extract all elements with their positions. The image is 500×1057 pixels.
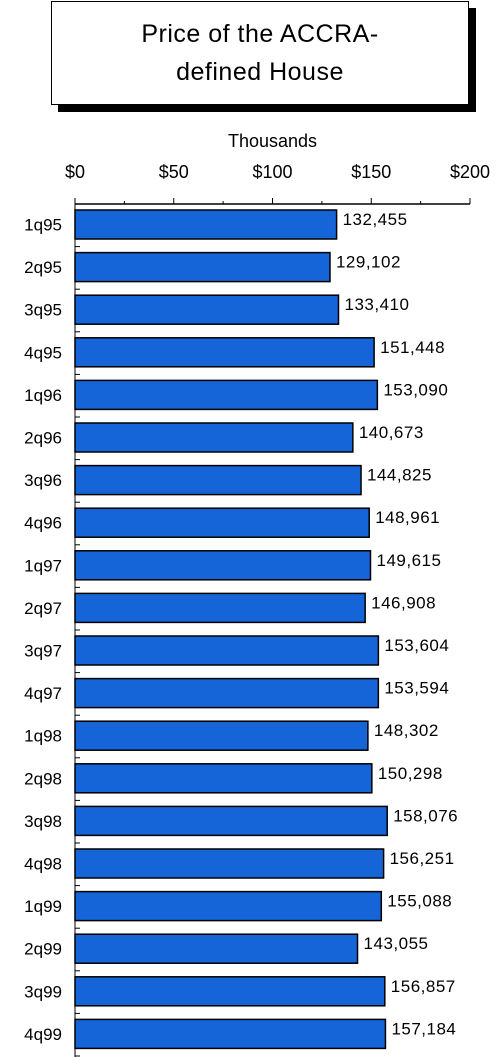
category-label: 1q95 [24,216,62,235]
x-axis-unit-label: Thousands [228,131,317,151]
bar-value-label: 144,825 [367,466,432,485]
category-label: 4q95 [24,343,62,362]
category-label: 3q98 [24,812,62,831]
x-tick-label: $50 [159,162,189,182]
bar-value-label: 148,961 [375,508,440,527]
bar-value-label: 153,594 [384,679,449,698]
bar [74,294,340,325]
chart-title-box: Price of the ACCRA-defined House [51,1,469,105]
category-label: 2q96 [24,429,62,448]
bar-value-label: 157,184 [391,1019,456,1038]
category-label: 2q95 [24,258,62,277]
bar [74,379,379,411]
x-tick-label: $100 [252,162,292,182]
bar-value-label: 153,604 [384,636,449,655]
bar-value-label: 156,857 [391,977,456,996]
bar-value-label: 146,908 [371,593,436,612]
bar [74,507,370,538]
category-label: 4q96 [24,514,62,533]
category-label: 4q99 [24,1025,62,1044]
category-label: 3q95 [24,301,62,320]
category-label: 1q99 [24,897,62,916]
bar [74,848,385,879]
bar-value-label: 143,055 [364,934,429,953]
category-label: 2q99 [24,940,62,959]
bar [74,933,359,964]
bar [74,422,354,453]
bar-value-label: 155,088 [387,892,452,911]
x-tick-label: $150 [351,162,391,182]
category-label: 4q98 [24,855,62,874]
bar-value-label: 132,455 [343,210,408,229]
category-label: 2q98 [24,769,62,788]
chart-title: Price of the ACCRA-defined House [141,20,379,86]
category-label: 3q96 [24,471,62,490]
bar [74,592,366,624]
category-label: 1q96 [24,386,62,405]
bar-value-label: 149,615 [376,551,441,570]
x-tick-label: $0 [65,162,85,182]
bar [74,209,338,240]
bar [74,635,380,666]
bar [74,337,375,368]
bar [74,720,369,751]
category-label: 3q97 [24,642,62,661]
bar-value-label: 158,076 [393,806,458,825]
bar-value-label: 151,448 [380,338,445,357]
bar-value-label: 148,302 [374,721,439,740]
bar-value-label: 140,673 [359,423,424,442]
bar [74,805,388,837]
bar [74,251,331,283]
category-label: 1q97 [24,556,62,575]
bar-value-label: 156,251 [390,849,455,868]
bar-value-label: 133,410 [344,295,409,314]
bar [74,890,383,922]
x-tick-label: $200 [450,162,490,182]
category-label: 4q97 [24,684,62,703]
bar-value-label: 150,298 [378,764,443,783]
bar-value-label: 153,090 [383,380,448,399]
bar-value-label: 129,102 [336,253,401,272]
category-label: 3q99 [24,982,62,1001]
bar [74,677,380,709]
bar [74,763,373,794]
category-label: 1q98 [24,727,62,746]
category-label: 2q97 [24,599,62,618]
bar [74,976,386,1007]
bar [74,550,372,581]
bar [74,464,362,496]
bar [74,1018,387,1050]
